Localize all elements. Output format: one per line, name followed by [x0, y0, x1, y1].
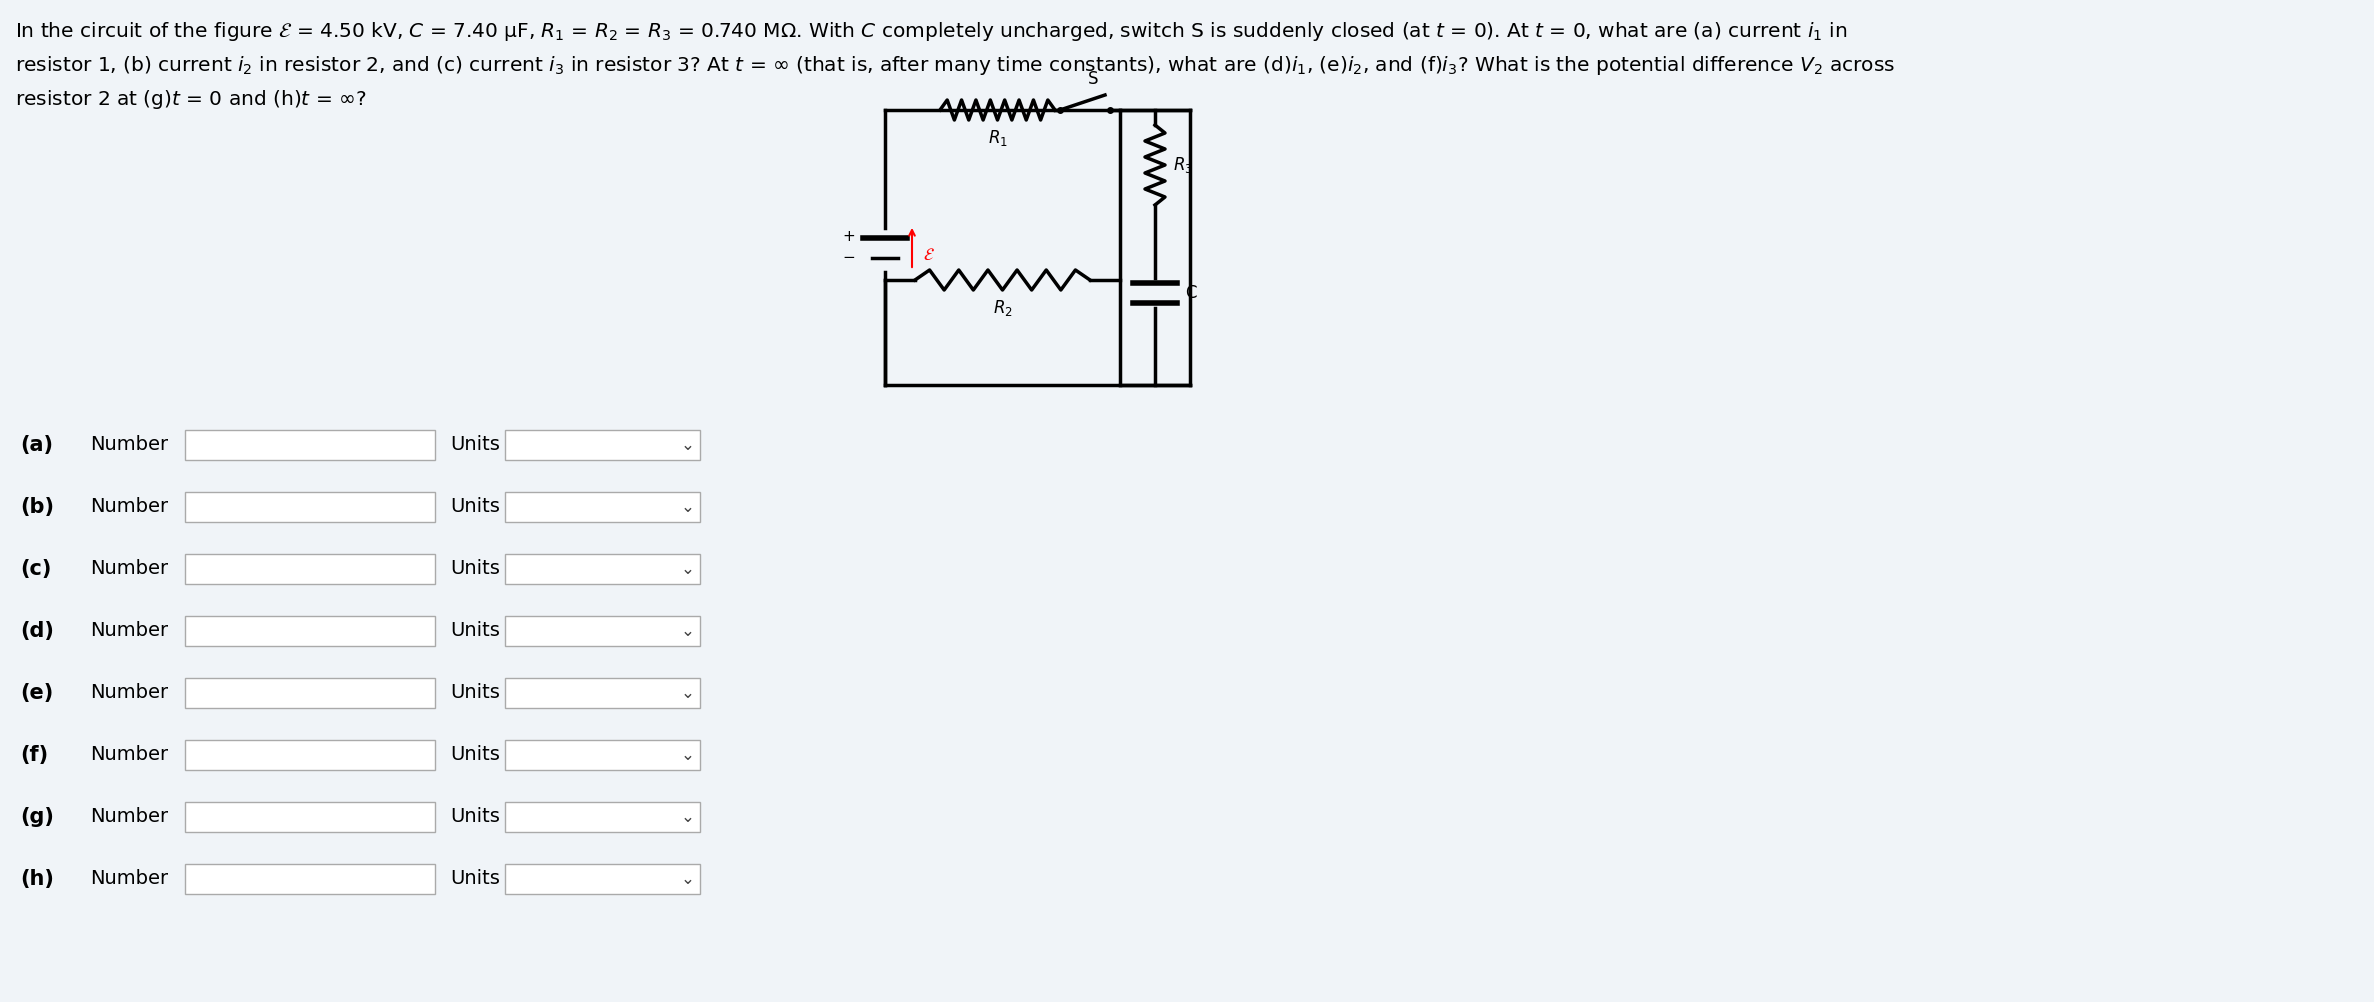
Text: ⌄: ⌄ — [681, 684, 696, 702]
Text: ⌄: ⌄ — [681, 622, 696, 640]
Text: Number: Number — [90, 559, 169, 578]
FancyBboxPatch shape — [185, 802, 434, 832]
Text: (g): (g) — [19, 807, 55, 827]
Text: (a): (a) — [19, 435, 52, 455]
Text: Units: Units — [451, 870, 501, 889]
FancyBboxPatch shape — [185, 492, 434, 522]
Text: (b): (b) — [19, 497, 55, 517]
FancyBboxPatch shape — [185, 864, 434, 894]
Text: ⌄: ⌄ — [681, 870, 696, 888]
Text: (h): (h) — [19, 869, 55, 889]
Text: Number: Number — [90, 683, 169, 702]
Text: Units: Units — [451, 621, 501, 640]
Text: (c): (c) — [19, 559, 52, 579]
Text: $R_2$: $R_2$ — [992, 298, 1011, 318]
Text: (d): (d) — [19, 621, 55, 641]
FancyBboxPatch shape — [506, 554, 700, 584]
Text: Units: Units — [451, 683, 501, 702]
Text: Units: Units — [451, 498, 501, 516]
Text: −: − — [843, 250, 855, 266]
FancyBboxPatch shape — [185, 616, 434, 646]
Text: Number: Number — [90, 745, 169, 765]
FancyBboxPatch shape — [185, 740, 434, 770]
FancyBboxPatch shape — [506, 740, 700, 770]
Text: Units: Units — [451, 808, 501, 827]
Text: S: S — [1087, 70, 1099, 88]
Text: ⌄: ⌄ — [681, 436, 696, 454]
Text: $R_1$: $R_1$ — [988, 128, 1007, 148]
Text: Number: Number — [90, 436, 169, 455]
Text: +: + — [843, 228, 855, 243]
Text: (f): (f) — [19, 745, 47, 765]
Text: C: C — [1185, 284, 1196, 302]
Text: In the circuit of the figure $\mathcal{E}$ = 4.50 kV, $C$ = 7.40 μF, $R_1$ = $R_: In the circuit of the figure $\mathcal{E… — [14, 20, 1847, 43]
Text: resistor 2 at (g)$t$ = 0 and (h)$t$ = $\infty$?: resistor 2 at (g)$t$ = 0 and (h)$t$ = $\… — [14, 88, 366, 111]
Text: Number: Number — [90, 498, 169, 516]
Text: Number: Number — [90, 870, 169, 889]
FancyBboxPatch shape — [185, 430, 434, 460]
Text: ⌄: ⌄ — [681, 746, 696, 764]
FancyBboxPatch shape — [506, 802, 700, 832]
FancyBboxPatch shape — [506, 616, 700, 646]
Text: $R_3$: $R_3$ — [1173, 155, 1194, 175]
Text: Units: Units — [451, 436, 501, 455]
Text: $\mathcal{E}$: $\mathcal{E}$ — [923, 246, 935, 264]
Text: Units: Units — [451, 745, 501, 765]
FancyBboxPatch shape — [506, 864, 700, 894]
FancyBboxPatch shape — [506, 678, 700, 708]
Text: ⌄: ⌄ — [681, 498, 696, 516]
Text: (e): (e) — [19, 683, 52, 703]
FancyBboxPatch shape — [185, 554, 434, 584]
Text: ⌄: ⌄ — [681, 560, 696, 578]
FancyBboxPatch shape — [185, 678, 434, 708]
Text: ⌄: ⌄ — [681, 808, 696, 826]
FancyBboxPatch shape — [506, 492, 700, 522]
Text: Units: Units — [451, 559, 501, 578]
Text: Number: Number — [90, 808, 169, 827]
Text: Number: Number — [90, 621, 169, 640]
Text: resistor 1, (b) current $i_2$ in resistor 2, and (c) current $i_3$ in resistor 3: resistor 1, (b) current $i_2$ in resisto… — [14, 54, 1894, 77]
FancyBboxPatch shape — [506, 430, 700, 460]
